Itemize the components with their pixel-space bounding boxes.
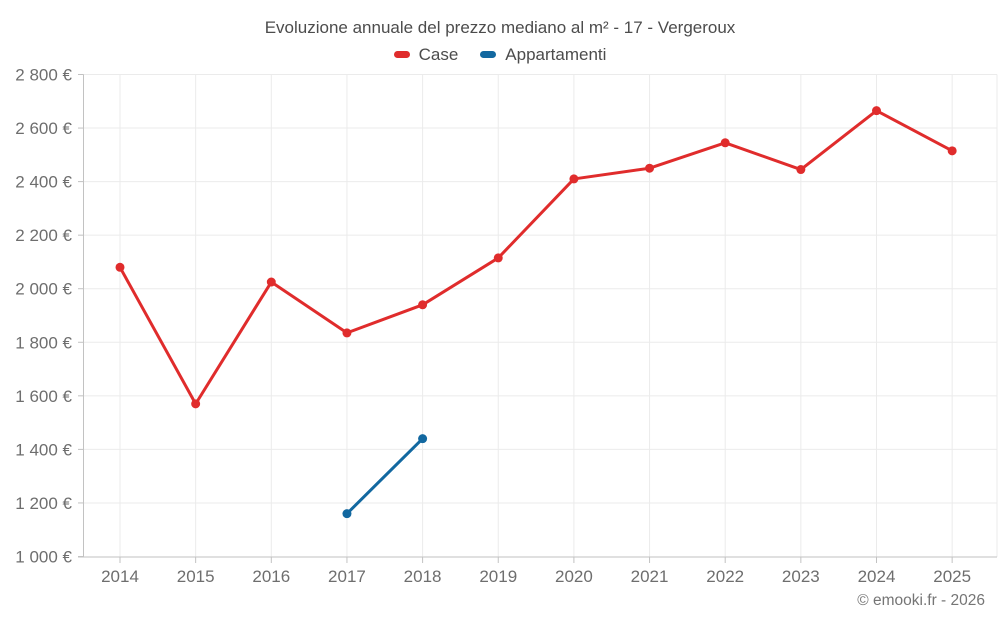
data-point[interactable] — [342, 509, 352, 519]
data-point[interactable] — [872, 106, 881, 116]
x-gridlines — [119, 74, 998, 557]
data-point[interactable] — [947, 146, 957, 156]
data-point[interactable] — [115, 262, 125, 272]
y-tick-label: 1 200 € — [15, 494, 72, 513]
y-tick-label: 2 000 € — [15, 280, 72, 299]
y-tick-label: 2 800 € — [15, 66, 72, 85]
data-point[interactable] — [569, 174, 579, 184]
x-tick-label: 2016 — [252, 567, 290, 586]
y-tick-label: 1 400 € — [15, 440, 72, 459]
case-series-swatch-icon — [393, 50, 410, 58]
series-line — [345, 437, 425, 516]
x-tick-label: 2018 — [404, 567, 442, 586]
series-appartamenti — [342, 434, 428, 519]
y-tick-label: 1 800 € — [15, 333, 72, 352]
axes — [78, 74, 997, 558]
data-point[interactable] — [645, 163, 655, 173]
series-line — [118, 109, 954, 406]
legend-label-case: Case — [418, 44, 459, 64]
chart-legend: Case Appartamenti — [0, 45, 1000, 63]
legend-item-appartamenti[interactable]: Appartamenti — [480, 46, 606, 63]
x-tick-label: 2014 — [101, 567, 139, 586]
data-point[interactable] — [720, 138, 730, 148]
appartamenti-series-swatch-icon — [480, 50, 497, 58]
chart-title: Evoluzione annuale del prezzo mediano al… — [264, 18, 736, 37]
x-tick-label: 2019 — [479, 567, 517, 586]
y-tick-label: 2 400 € — [15, 173, 72, 192]
x-ticks — [119, 557, 953, 563]
x-tick-label: 2025 — [933, 567, 971, 586]
x-tick-label: 2024 — [858, 567, 896, 586]
data-point[interactable] — [191, 399, 201, 409]
data-point[interactable] — [418, 300, 428, 310]
copyright-text: © emooki.fr - 2026 — [857, 592, 985, 609]
y-tick-labels: 1 000 € 1 200 € 1 400 € 1 600 € 1 800 € 2 000… — [15, 66, 72, 567]
series-case — [115, 106, 957, 409]
y-tick-label: 2 200 € — [15, 226, 72, 245]
data-point[interactable] — [796, 165, 806, 175]
data-point[interactable] — [342, 328, 352, 338]
y-gridlines — [83, 74, 997, 504]
data-point[interactable] — [266, 277, 276, 287]
x-tick-label: 2023 — [782, 567, 820, 586]
x-tick-label: 2017 — [328, 567, 366, 586]
x-tick-label: 2015 — [177, 567, 215, 586]
legend-item-case[interactable]: Case — [393, 44, 459, 64]
x-tick-label: 2020 — [555, 567, 593, 586]
x-tick-label: 2022 — [706, 567, 744, 586]
legend-label-appartamenti: Appartamenti — [505, 44, 607, 64]
x-tick-labels: 2014 2015 2016 2017 2018 2019 2020 2021 2022 2023… — [101, 567, 971, 586]
y-ticks — [78, 74, 84, 557]
y-tick-label: 2 600 € — [15, 119, 72, 138]
y-tick-label: 1 000 € — [15, 548, 72, 567]
data-point[interactable] — [418, 434, 428, 444]
y-tick-label: 1 600 € — [15, 387, 72, 406]
x-tick-label: 2021 — [631, 567, 669, 586]
data-point[interactable] — [493, 253, 503, 263]
